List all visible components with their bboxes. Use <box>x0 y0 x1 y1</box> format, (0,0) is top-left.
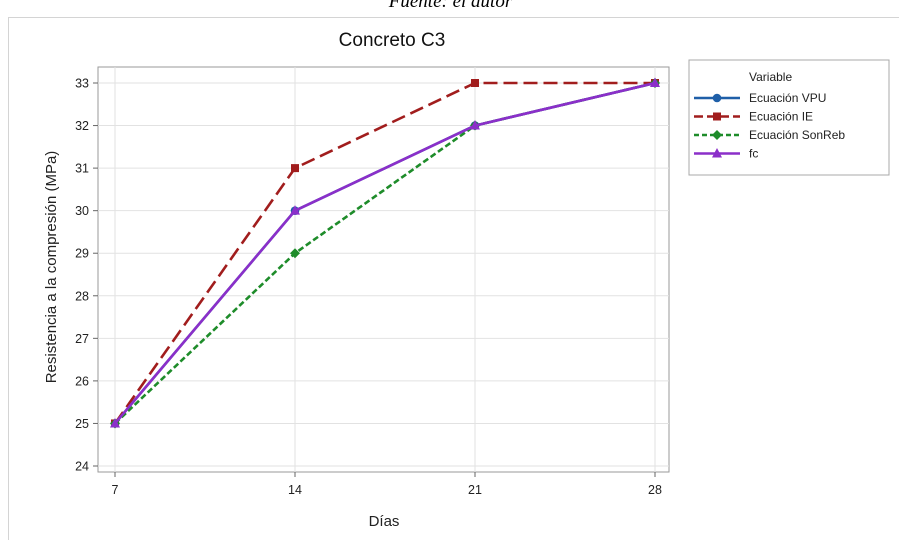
x-tick-label: 7 <box>112 483 119 497</box>
x-tick-label: 14 <box>288 483 302 497</box>
y-tick-label: 26 <box>75 374 89 388</box>
legend-swatch-marker <box>712 130 722 140</box>
y-tick-label: 30 <box>75 204 89 218</box>
legend-label: Ecuación SonReb <box>749 128 845 142</box>
chart-frame <box>8 17 899 540</box>
data-point <box>290 248 300 259</box>
y-tick-label: 28 <box>75 289 89 303</box>
legend-item: Ecuación SonReb <box>694 128 845 142</box>
chart-title: Concreto C3 <box>339 30 446 51</box>
y-tick-label: 31 <box>75 162 89 176</box>
x-tick-label: 28 <box>648 483 662 497</box>
y-tick-label: 24 <box>75 460 89 474</box>
y-tick-label: 27 <box>75 332 89 346</box>
y-tick-label: 29 <box>75 247 89 261</box>
data-point <box>110 417 120 428</box>
series-line <box>113 81 655 425</box>
legend-item: Ecuación IE <box>694 110 813 124</box>
legend-swatch-marker <box>713 112 721 121</box>
x-axis-label: Días <box>369 513 400 530</box>
x-tick-label: 21 <box>468 483 482 497</box>
y-tick-label: 32 <box>75 119 89 133</box>
data-point <box>291 164 299 173</box>
legend-label: Ecuación VPU <box>749 91 826 105</box>
figure-caption: Fuente: el autor <box>388 0 513 12</box>
legend-swatch-marker <box>712 148 722 158</box>
y-axis-ticks: 24 25 26 27 28 29 30 31 32 33 <box>75 77 98 474</box>
legend-item: Ecuación VPU <box>694 91 826 105</box>
series-fc <box>110 77 660 428</box>
data-point <box>471 79 479 87</box>
grid-lines <box>98 67 669 472</box>
legend-label: fc <box>749 147 758 161</box>
data-point <box>650 77 660 87</box>
y-tick-label: 33 <box>75 77 89 91</box>
data-point <box>470 120 480 130</box>
data-point <box>290 205 300 215</box>
y-axis-label: Resistencia a la compresión (MPa) <box>43 151 60 384</box>
legend-swatch-marker <box>712 93 722 103</box>
legend-title: Variable <box>749 70 792 84</box>
legend-item: fc <box>694 147 758 161</box>
x-axis-ticks: 7 14 21 28 <box>112 472 662 497</box>
legend: Variable Ecuación VPU Ecuación IE Ecuación… <box>688 59 890 176</box>
series-line <box>114 81 656 425</box>
legend-label: Ecuación IE <box>749 110 813 124</box>
y-tick-label: 25 <box>75 417 89 431</box>
series-lines <box>110 77 660 429</box>
plot-area <box>97 66 670 473</box>
